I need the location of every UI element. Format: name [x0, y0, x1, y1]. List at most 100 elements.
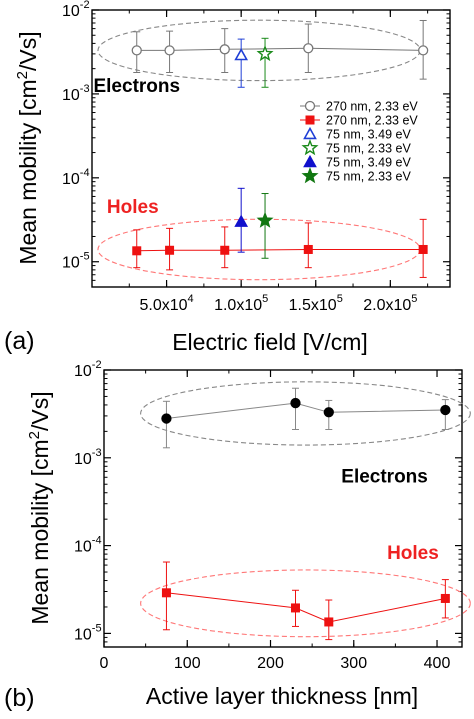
data-point	[161, 413, 172, 424]
legend-entry: 75 nm, 2.33 eV	[326, 142, 411, 156]
legend-marker	[303, 154, 317, 168]
y-tick-exponent: -2	[92, 359, 102, 371]
data-series	[161, 561, 450, 641]
y-axis-title-main: Mean mobility [cm	[15, 79, 41, 264]
data-point	[132, 246, 142, 256]
x-tick-mantissa: 2.0x10	[363, 297, 411, 314]
panel-label: (b)	[4, 684, 35, 712]
y-tick-mantissa: 10	[62, 3, 80, 20]
y-tick-exponent: -4	[92, 535, 102, 547]
x-tick-label: 1.0x105	[214, 293, 268, 314]
data-point	[290, 397, 301, 409]
x-tick-mantissa: 100	[174, 655, 201, 672]
annotation-holes: Holes	[107, 197, 159, 218]
legend-marker	[301, 139, 319, 156]
y-tick-label: 10-2	[62, 0, 90, 20]
data-series	[256, 37, 274, 88]
data-point	[256, 44, 274, 62]
x-tick-mantissa: 300	[340, 655, 367, 672]
annotation-holes: Holes	[387, 543, 439, 564]
x-tick-exponent: 5	[337, 293, 343, 305]
data-point	[234, 214, 249, 227]
x-tick-mantissa: 5.0x10	[139, 297, 187, 314]
data-point	[234, 47, 249, 61]
data-point	[164, 45, 175, 56]
data-series	[161, 387, 451, 449]
y-tick-mantissa: 10	[74, 363, 92, 380]
y-tick-exponent: -5	[80, 251, 90, 263]
legend-marker	[305, 115, 315, 125]
panel-label: (a)	[4, 327, 35, 355]
x-tick-mantissa: 1.0x10	[214, 297, 262, 314]
data-series	[256, 193, 274, 259]
y-tick-exponent: -4	[80, 167, 90, 179]
panel-a: 10-510-410-310-25.0x104 1.0x105 1.5x105 2.0…	[4, 0, 451, 355]
series-line	[136, 249, 424, 252]
x-tick-mantissa: 0	[100, 655, 109, 672]
series-line	[166, 592, 446, 623]
y-tick-exponent: -3	[92, 447, 102, 459]
x-tick-label: 200	[257, 655, 284, 672]
series-line	[166, 402, 446, 419]
x-tick-label: 2.0x105	[363, 293, 417, 314]
plot-frame	[91, 9, 451, 288]
y-tick-mantissa: 10	[62, 255, 80, 272]
y-axis-title-superscript: 2	[26, 431, 43, 439]
data-point	[303, 43, 314, 54]
y-axis-title-end: /Vs]	[27, 391, 53, 431]
data-series	[234, 187, 249, 253]
data-point	[131, 45, 142, 56]
x-tick-label: 100	[174, 655, 201, 672]
legend-entry: 75 nm, 3.49 eV	[326, 156, 411, 170]
data-point	[324, 617, 334, 627]
x-tick-exponent: 5	[411, 293, 417, 305]
legend-entry: 270 nm, 2.33 eV	[326, 114, 418, 128]
x-tick-label: 400	[424, 655, 451, 672]
y-tick-exponent: -3	[80, 83, 90, 95]
y-axis-title-end: /Vs]	[15, 31, 41, 71]
legend-entry: 75 nm, 2.33 eV	[326, 170, 411, 184]
y-tick-label: 10-2	[74, 359, 102, 380]
y-axis-title: Mean mobility [cm2/Vs]	[14, 31, 41, 264]
data-point	[440, 404, 451, 416]
y-tick-label: 10-4	[62, 167, 90, 188]
legend-entry: 270 nm, 2.33 eV	[326, 100, 418, 114]
y-tick-mantissa: 10	[74, 451, 92, 468]
legend-entry: 75 nm, 3.49 eV	[326, 128, 411, 142]
series-line	[136, 47, 424, 51]
y-tick-label: 10-5	[74, 622, 102, 643]
data-point	[323, 407, 334, 418]
data-point	[417, 45, 429, 56]
y-tick-mantissa: 10	[74, 539, 92, 556]
group-ellipse	[140, 569, 471, 638]
x-axis-title: Active layer thickness [nm]	[146, 683, 418, 709]
y-tick-mantissa: 10	[74, 626, 92, 643]
y-axis-title: Mean mobility [cm2/Vs]	[26, 391, 53, 624]
x-tick-mantissa: 200	[257, 655, 284, 672]
data-point	[256, 211, 274, 228]
data-point	[440, 593, 450, 603]
x-tick-mantissa: 1.5x10	[289, 297, 337, 314]
x-tick-label: 5.0x104	[139, 293, 193, 314]
data-series	[234, 38, 249, 88]
x-tick-exponent: 4	[188, 293, 194, 305]
data-point	[418, 244, 428, 254]
y-tick-mantissa: 10	[62, 87, 80, 104]
data-series	[131, 19, 429, 80]
data-point	[161, 588, 171, 598]
x-axis-title: Electric field [V/cm]	[172, 329, 368, 355]
legend-marker	[301, 167, 319, 184]
data-point	[165, 245, 175, 255]
legend-marker	[303, 126, 317, 140]
x-tick-exponent: 5	[262, 293, 268, 305]
group-ellipse	[140, 381, 471, 446]
y-tick-exponent: -5	[92, 622, 102, 634]
data-point	[290, 603, 300, 613]
legend-marker	[304, 100, 316, 112]
x-tick-label: 0	[100, 655, 109, 672]
y-tick-label: 10-3	[62, 83, 90, 104]
x-tick-label: 1.5x105	[289, 293, 343, 314]
